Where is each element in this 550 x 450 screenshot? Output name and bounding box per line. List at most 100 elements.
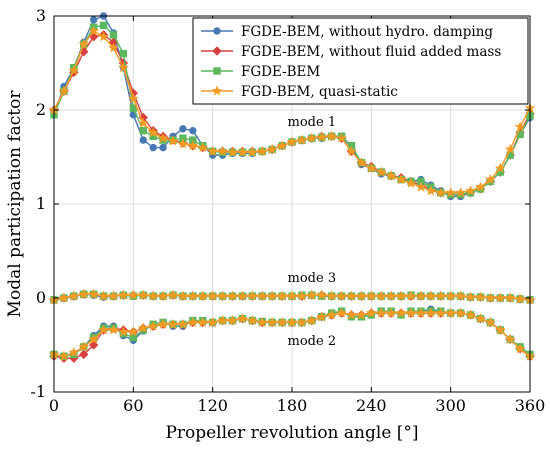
data-point-star [227, 314, 238, 326]
data-point-star [375, 166, 387, 177]
data-point-square [99, 21, 108, 30]
legend-label: FGDE-BEM [241, 64, 320, 80]
data-point-star [88, 288, 99, 299]
data-point-star [237, 146, 248, 157]
data-point-star [316, 131, 328, 142]
data-point-star [425, 307, 437, 318]
data-point-star [237, 313, 248, 324]
data-point-square [213, 67, 221, 75]
data-point-star [465, 291, 476, 302]
data-point-star [207, 316, 218, 327]
x-tick-label: 120 [197, 396, 228, 415]
data-point-star [395, 290, 407, 301]
data-point-star [147, 126, 159, 138]
data-point-star [256, 145, 268, 156]
data-point-star [514, 343, 526, 354]
x-tick-label: 60 [123, 396, 143, 415]
legend-item: FGD-BEM, quasi-static [201, 84, 398, 100]
data-point-square [139, 126, 147, 135]
series-4 [48, 25, 536, 361]
data-point-star [98, 31, 109, 42]
legend: FGDE-BEM, without hydro. damping FGDE-BEM… [192, 17, 529, 105]
data-point-star [227, 290, 238, 301]
data-point-star [78, 288, 90, 299]
data-point-star [88, 25, 99, 36]
legend-label: FGDE-BEM, without fluid added mass [241, 44, 501, 60]
data-point-star [276, 316, 288, 327]
data-point-star [405, 307, 417, 318]
data-point-star [326, 290, 337, 301]
data-point-star [58, 292, 70, 303]
mode-annotation: mode 2 [288, 334, 337, 349]
data-point-star [58, 350, 70, 361]
data-point-circle [149, 143, 157, 152]
data-point-star [366, 162, 377, 173]
data-point-star [247, 146, 258, 157]
data-point-star [415, 307, 427, 318]
data-point-star [415, 181, 427, 192]
data-point-star [395, 307, 407, 318]
data-point-star [266, 143, 278, 155]
data-point-star [118, 289, 129, 300]
data-point-star [237, 290, 248, 301]
data-point-star [356, 309, 367, 320]
data-point-star [78, 38, 90, 49]
data-point-star [197, 316, 209, 327]
data-point-diamond [212, 46, 222, 56]
data-point-star [98, 290, 109, 301]
data-point-star [167, 135, 179, 146]
data-point-star [177, 318, 189, 329]
y-tick-label: 3 [36, 6, 46, 25]
data-point-star [475, 181, 486, 192]
data-point-star [514, 121, 526, 132]
data-point-star [435, 307, 447, 318]
data-point-star [385, 290, 397, 301]
data-point-star [316, 311, 328, 322]
data-point-star [286, 136, 298, 147]
data-point-star [98, 324, 109, 335]
x-tick-label: 300 [435, 396, 466, 415]
data-point-star [286, 290, 298, 301]
data-point-star [197, 142, 209, 153]
data-point-star [256, 316, 268, 327]
data-point-star [445, 307, 456, 318]
data-point-circle [139, 136, 147, 144]
y-tick-label: 1 [36, 194, 46, 213]
data-point-star [356, 290, 367, 301]
legend-box [192, 17, 529, 105]
data-point-star [157, 318, 169, 329]
legend-label: FGDE-BEM, without hydro. damping [241, 24, 493, 40]
data-point-star [375, 290, 387, 301]
data-point-star [316, 289, 328, 300]
data-point-star [108, 42, 119, 53]
data-point-star [405, 177, 417, 188]
data-point-star [147, 290, 159, 301]
data-point-star [68, 64, 80, 76]
data-point-star [296, 316, 308, 327]
data-point-star [217, 314, 228, 326]
legend-item: FGDE-BEM [201, 64, 320, 80]
mode-annotation: mode 3 [288, 271, 337, 286]
data-point-star [137, 289, 149, 300]
data-point-star [494, 324, 506, 335]
x-tick-label: 240 [356, 396, 387, 415]
data-point-star [276, 290, 288, 301]
data-point-star [415, 290, 427, 301]
data-point-circle [179, 125, 187, 133]
data-point-star [211, 85, 223, 96]
data-point-star [187, 290, 199, 301]
data-point-star [455, 187, 466, 198]
data-point-star [385, 307, 397, 318]
data-point-star [108, 324, 119, 335]
data-point-star [465, 309, 476, 320]
data-point-star [435, 187, 447, 198]
data-point-star [504, 143, 516, 155]
data-point-star [68, 290, 80, 301]
y-tick-label: 0 [36, 288, 46, 307]
data-point-star [445, 187, 456, 198]
data-point-circle [159, 143, 167, 152]
data-point-star [465, 185, 476, 196]
data-point-star [137, 117, 149, 128]
data-point-star [128, 326, 139, 337]
data-point-circle [89, 16, 98, 24]
